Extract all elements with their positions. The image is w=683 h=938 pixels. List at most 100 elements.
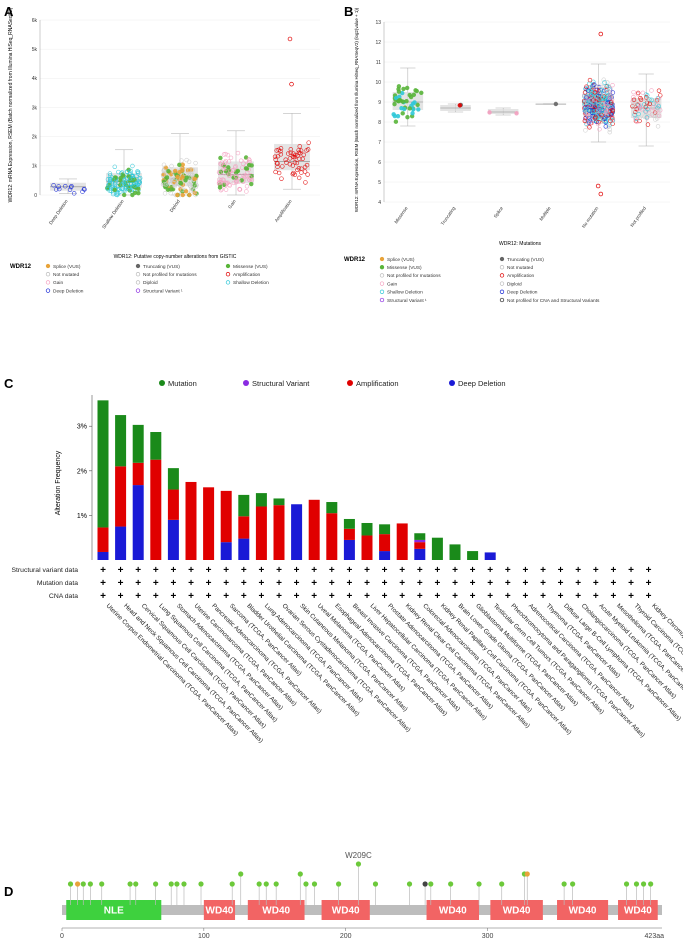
lollipop-head [181, 881, 187, 887]
legend-label: Diploid [507, 281, 522, 287]
data-point [108, 173, 113, 178]
bar-segment-deep-deletion [414, 548, 426, 560]
data-point [225, 152, 231, 158]
y-tick-label: 6k [32, 18, 38, 24]
bar-segment-amplification [167, 489, 179, 520]
data-point [645, 114, 650, 119]
data-point [184, 157, 189, 163]
data-point [413, 88, 418, 93]
data-point [130, 173, 136, 179]
bar-segment-mutation [467, 551, 479, 560]
domain-wd40 [203, 900, 236, 920]
y-tick-label: 2k [32, 134, 38, 140]
data-point [193, 192, 198, 198]
legend-label: Deep Deletion [507, 290, 538, 296]
legend-label: Gain [387, 281, 397, 287]
data-point [645, 106, 650, 112]
data-point [130, 192, 135, 198]
panel-d-lollipop-plot: D NLE WD40 WD40 WD40 WD40 WD40 WD40 WD40 W209C 0 1… [4, 851, 664, 938]
data-point [292, 172, 298, 177]
data-point [592, 109, 598, 114]
data-row-mark: + [399, 591, 405, 602]
data-point [653, 99, 658, 105]
bar-segment-mutation [361, 522, 373, 536]
data-point [107, 182, 112, 187]
bar-segment-amplification [308, 499, 320, 560]
data-point [610, 90, 616, 95]
data-point [225, 180, 230, 186]
legend-marker [135, 272, 141, 277]
data-row-mark: + [241, 565, 247, 576]
data-row-mark: + [346, 591, 352, 602]
data-row-mark: + [100, 565, 106, 576]
bar-segment-amplification [255, 506, 267, 560]
panel-a-letter: A [4, 4, 14, 19]
panel-a-xlabel: WDR12: Putative copy-number alterations … [114, 254, 237, 260]
data-row-mark: + [505, 578, 511, 589]
x-tick-label: Diploid [169, 198, 181, 213]
bar-segment-mutation [132, 424, 144, 463]
data-row-mark: + [294, 565, 300, 576]
data-row-mark: + [382, 591, 388, 602]
data-point [218, 155, 223, 161]
data-row-mark: + [628, 578, 634, 589]
lollipop-head [174, 881, 180, 887]
lollipop-head [499, 881, 505, 887]
bar-segment-amplification [115, 466, 127, 527]
legend-marker [499, 265, 505, 270]
data-point [287, 156, 293, 161]
data-point [126, 184, 132, 189]
data-point [291, 155, 297, 160]
legend-label: Gain [53, 280, 63, 286]
x-tick-label: 200 [340, 933, 352, 938]
data-point [221, 177, 226, 183]
panel-b-letter: B [344, 4, 353, 19]
data-point [610, 118, 616, 123]
data-point [231, 167, 236, 173]
data-point [187, 192, 192, 198]
hotspot-label: W209C [345, 851, 372, 860]
data-row-mark: + [241, 578, 247, 589]
panel-c-plot-area: 1%2%3%+++Uterine Corpus Endometrial Carc… [12, 395, 683, 745]
legend-marker [499, 297, 505, 303]
data-point [597, 87, 602, 92]
data-point [396, 89, 402, 94]
panel-b-xlabel: WDR12: Mutations [499, 241, 541, 247]
legend-swatch [159, 380, 165, 386]
domain-wd40 [426, 900, 480, 920]
legend-label: Structural Variant ¹ [143, 288, 183, 294]
data-point [69, 184, 74, 189]
data-row-mark: + [575, 591, 581, 602]
legend-marker [135, 280, 141, 285]
x-tick-label: Gain [227, 198, 237, 209]
data-point [404, 98, 409, 104]
data-row-mark: + [346, 578, 352, 589]
data-point [645, 122, 651, 127]
data-row-mark: + [329, 578, 335, 589]
data-point [393, 119, 399, 124]
data-row-mark: + [417, 578, 423, 589]
data-row-mark: + [294, 591, 300, 602]
legend-label: Structural Variant [252, 379, 310, 388]
data-point [163, 182, 169, 187]
data-row-mark: + [505, 565, 511, 576]
data-row-mark: + [470, 578, 476, 589]
y-tick-label: 1% [77, 513, 87, 520]
data-point [135, 169, 141, 175]
data-point [121, 180, 126, 185]
data-point [190, 167, 195, 173]
data-point [135, 169, 140, 174]
data-row-mark: + [100, 578, 106, 589]
data-point [592, 97, 598, 103]
data-row-mark: + [100, 591, 106, 602]
data-row-mark: + [223, 565, 229, 576]
data-point [395, 113, 401, 119]
data-point [56, 184, 61, 189]
data-point [219, 160, 224, 165]
legend-marker [499, 289, 505, 294]
lollipop-head [263, 881, 269, 887]
legend-marker [379, 256, 385, 262]
bar-segment-deep-deletion [291, 504, 303, 560]
lollipop-head [229, 881, 235, 887]
data-row-mark: + [646, 565, 652, 576]
